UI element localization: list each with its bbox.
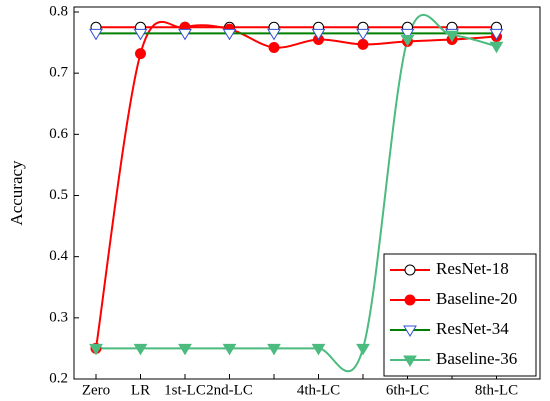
marker [489, 28, 504, 41]
x-tick-label: LR [131, 382, 150, 398]
marker [222, 343, 237, 356]
legend-label: Baseline-20 [436, 289, 517, 308]
marker [445, 30, 459, 43]
y-tick-label: 0.7 [49, 65, 68, 81]
legend-marker [403, 355, 417, 367]
y-tick-label: 0.8 [49, 3, 68, 19]
legend-label: Baseline-36 [436, 349, 517, 368]
legend-label: ResNet-18 [436, 259, 509, 278]
legend-marker [404, 294, 416, 306]
marker [489, 41, 504, 54]
x-tick-label: 8th-LC [475, 382, 518, 398]
marker [222, 28, 237, 41]
x-tick-label: Zero [82, 382, 110, 398]
x-tick-label: 2nd-LC [206, 382, 253, 398]
y-tick-label: 0.3 [49, 309, 68, 325]
marker [267, 28, 281, 41]
y-tick-label: 0.2 [49, 370, 68, 386]
marker [400, 35, 415, 47]
legend-marker [404, 264, 416, 276]
y-tick-label: 0.4 [49, 248, 68, 264]
marker [133, 343, 148, 356]
marker [356, 343, 370, 356]
marker [135, 48, 146, 60]
marker [356, 28, 370, 41]
marker [357, 38, 369, 50]
plot-frame [73, 6, 541, 380]
y-axis-label: Accuracy [7, 160, 26, 226]
legend-label: ResNet-34 [436, 319, 509, 338]
marker [268, 41, 280, 53]
marker [89, 28, 103, 41]
marker [267, 343, 281, 356]
x-tick-label: 4th-LC [297, 382, 340, 398]
marker [311, 343, 326, 356]
marker [133, 28, 148, 41]
marker [311, 28, 326, 41]
marker [178, 343, 192, 356]
legend-marker [403, 325, 417, 337]
series-line [95, 13, 497, 373]
marker [89, 343, 103, 356]
marker [400, 28, 415, 41]
marker [178, 28, 192, 41]
y-tick-label: 0.6 [49, 126, 68, 142]
x-tick-label: 1st-LC [164, 382, 206, 398]
y-tick-label: 0.5 [49, 187, 68, 203]
x-tick-label: 6th-LC [386, 382, 429, 398]
